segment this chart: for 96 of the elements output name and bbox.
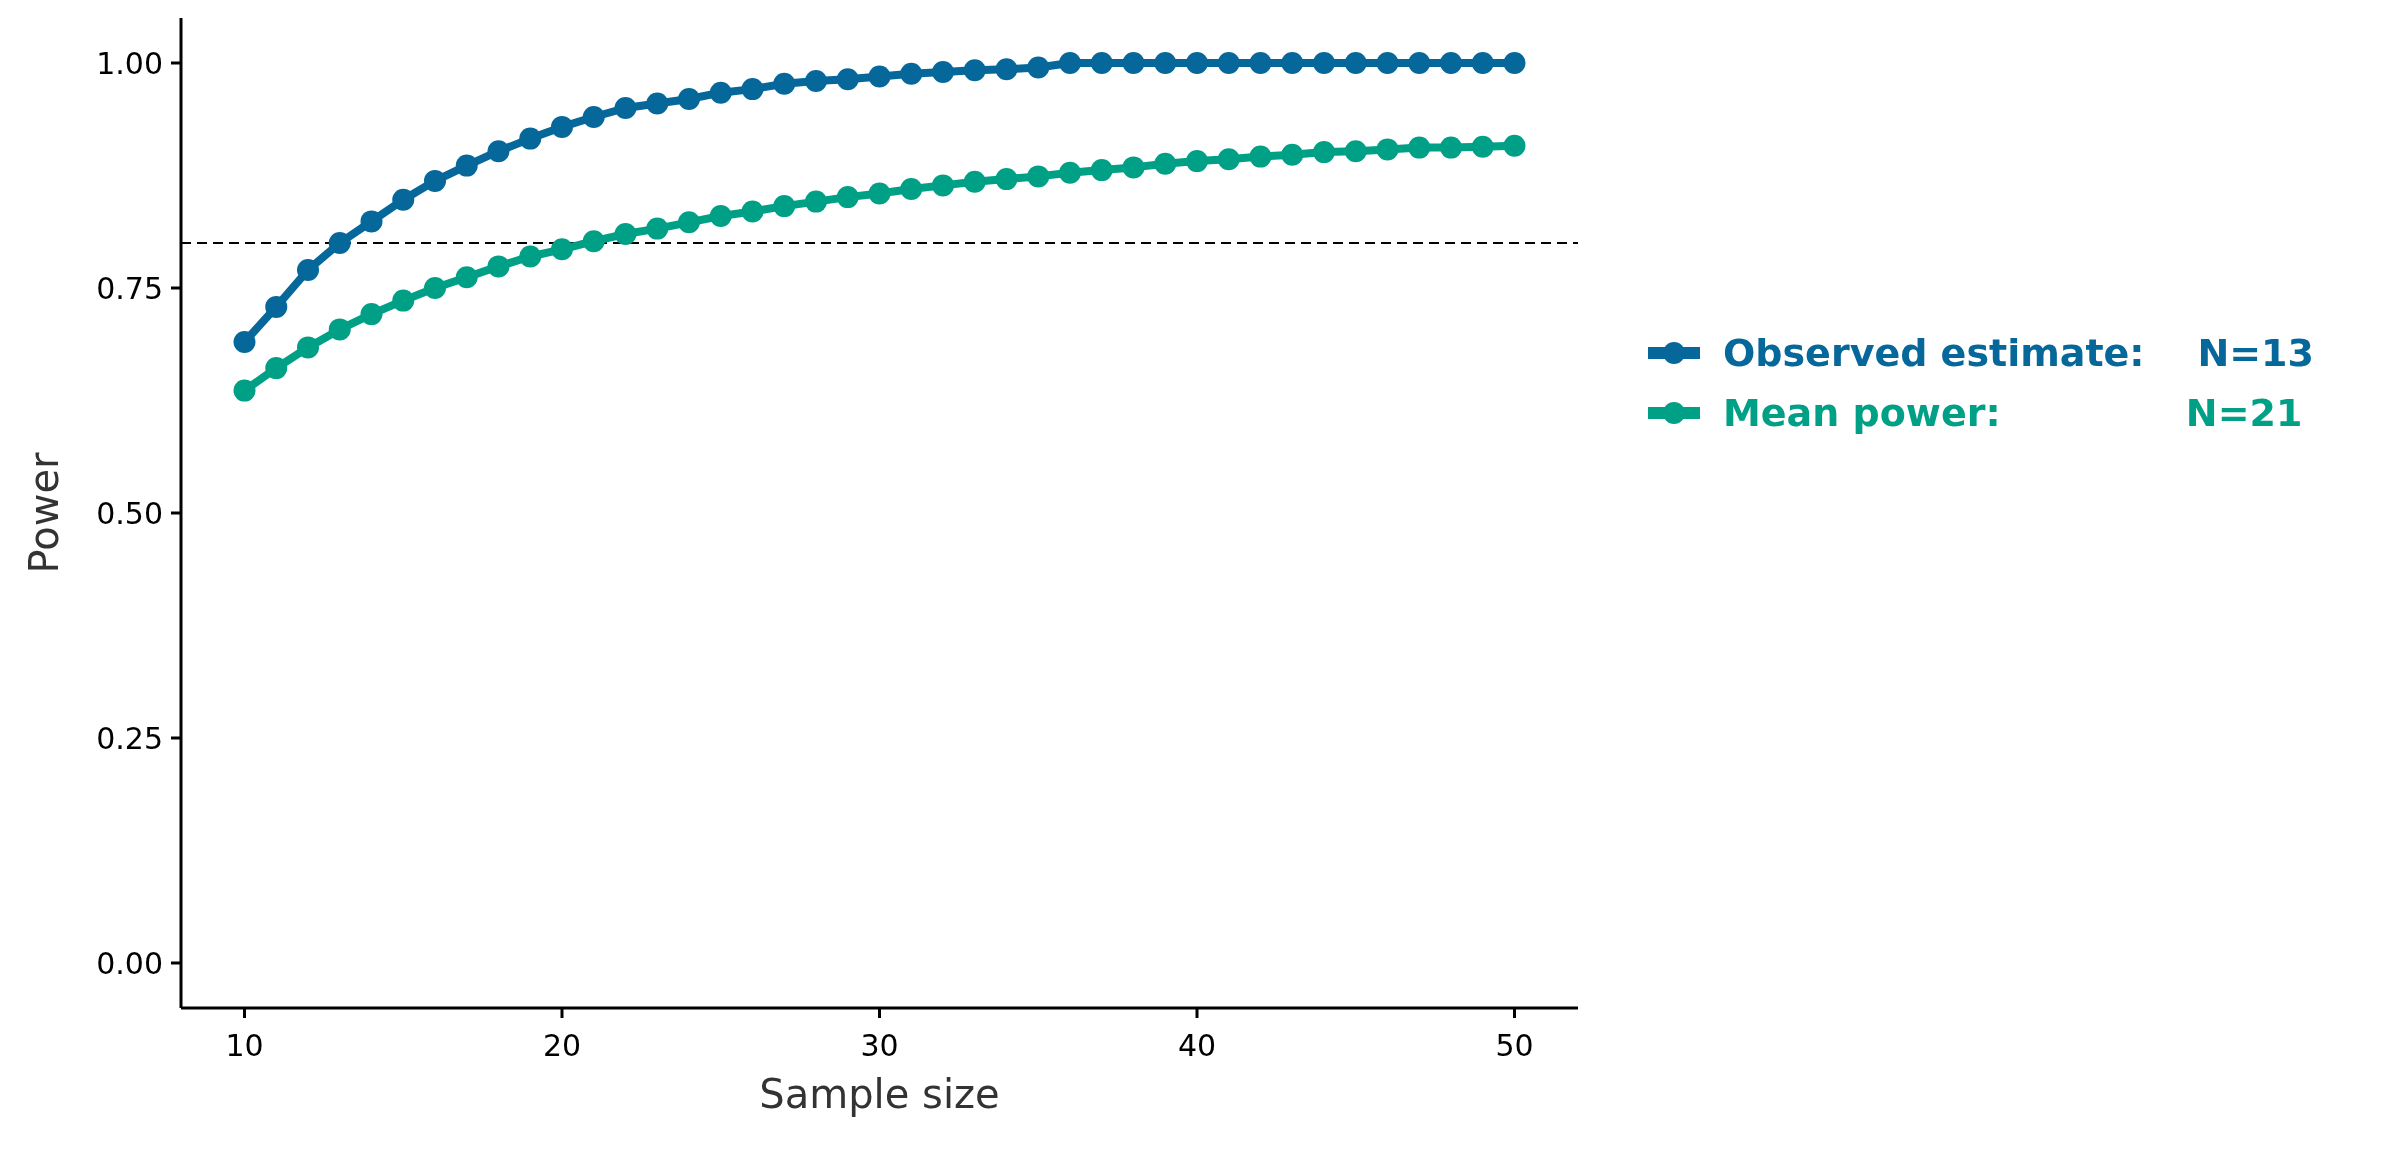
point <box>1344 140 1367 163</box>
point <box>392 289 415 312</box>
point <box>1186 150 1208 173</box>
point <box>1471 135 1494 158</box>
point <box>1503 52 1526 74</box>
point <box>455 154 478 177</box>
legend-label: Mean power: N=21 <box>1723 391 2303 436</box>
point <box>1503 134 1526 157</box>
point <box>773 72 796 95</box>
point <box>1313 52 1335 74</box>
y-tick-label: 0.00 <box>96 945 163 981</box>
point <box>1376 52 1399 74</box>
point <box>455 266 478 289</box>
point <box>328 318 351 341</box>
point <box>328 232 351 254</box>
point <box>551 115 573 138</box>
point <box>963 170 986 193</box>
point <box>297 259 319 281</box>
point <box>868 65 891 88</box>
point <box>741 200 764 223</box>
y-tick-label: 0.50 <box>96 495 163 531</box>
point <box>424 169 446 192</box>
point <box>1281 143 1304 166</box>
point <box>582 230 605 253</box>
point <box>773 195 796 218</box>
point <box>551 238 573 261</box>
point <box>836 68 859 91</box>
point <box>1249 145 1272 168</box>
point <box>487 140 510 163</box>
point <box>1471 52 1494 74</box>
x-tick-label: 20 <box>542 1028 582 1063</box>
point <box>1376 138 1399 161</box>
point <box>392 188 415 211</box>
point <box>1154 152 1177 175</box>
point <box>1090 159 1113 182</box>
point <box>678 88 700 110</box>
point <box>1440 52 1462 74</box>
point <box>1186 52 1208 74</box>
x-tick-label: 40 <box>1177 1028 1217 1063</box>
point <box>265 357 288 380</box>
point <box>1281 52 1304 74</box>
point <box>995 168 1018 191</box>
point <box>836 186 859 209</box>
point <box>360 303 383 326</box>
x-axis-title: Sample size <box>759 1071 1000 1117</box>
point <box>709 81 732 104</box>
point <box>868 182 891 205</box>
point <box>614 223 637 245</box>
point <box>963 59 986 82</box>
point <box>995 58 1018 81</box>
point <box>1249 52 1272 74</box>
point <box>1344 52 1367 74</box>
y-tick-label: 0.75 <box>96 270 163 306</box>
point <box>487 255 510 278</box>
point <box>709 205 732 227</box>
point <box>519 127 542 150</box>
point <box>1217 52 1240 74</box>
point <box>805 70 827 92</box>
point <box>233 379 256 402</box>
point <box>519 245 542 268</box>
point <box>297 336 319 359</box>
y-axis-title: Power <box>21 451 67 574</box>
x-tick-label: 10 <box>225 1028 264 1063</box>
point <box>741 78 764 101</box>
point <box>1122 52 1145 74</box>
point <box>1408 52 1431 74</box>
point <box>900 62 923 85</box>
point <box>932 61 954 83</box>
point <box>646 217 669 240</box>
point <box>1122 156 1145 179</box>
point <box>1059 52 1081 74</box>
y-tick-label: 0.25 <box>96 720 163 756</box>
point <box>1090 52 1113 74</box>
point <box>265 295 288 318</box>
point <box>932 174 954 197</box>
point <box>1154 52 1177 74</box>
point <box>678 211 700 234</box>
point <box>1440 136 1462 159</box>
point <box>1217 148 1240 171</box>
point <box>1313 141 1335 164</box>
point <box>1027 165 1050 188</box>
point <box>233 331 256 353</box>
y-tick-label: 1.00 <box>96 45 163 81</box>
x-tick-label: 50 <box>1495 1028 1534 1063</box>
point <box>614 97 637 119</box>
point <box>900 178 923 200</box>
point <box>1027 56 1050 79</box>
legend-label: Observed estimate: N=13 <box>1723 331 2315 376</box>
point <box>424 277 446 299</box>
point <box>646 92 669 115</box>
point <box>582 106 605 128</box>
x-tick-label: 30 <box>860 1028 899 1063</box>
point <box>1059 161 1081 184</box>
point <box>1408 136 1431 159</box>
point <box>360 210 383 233</box>
point <box>805 190 827 213</box>
